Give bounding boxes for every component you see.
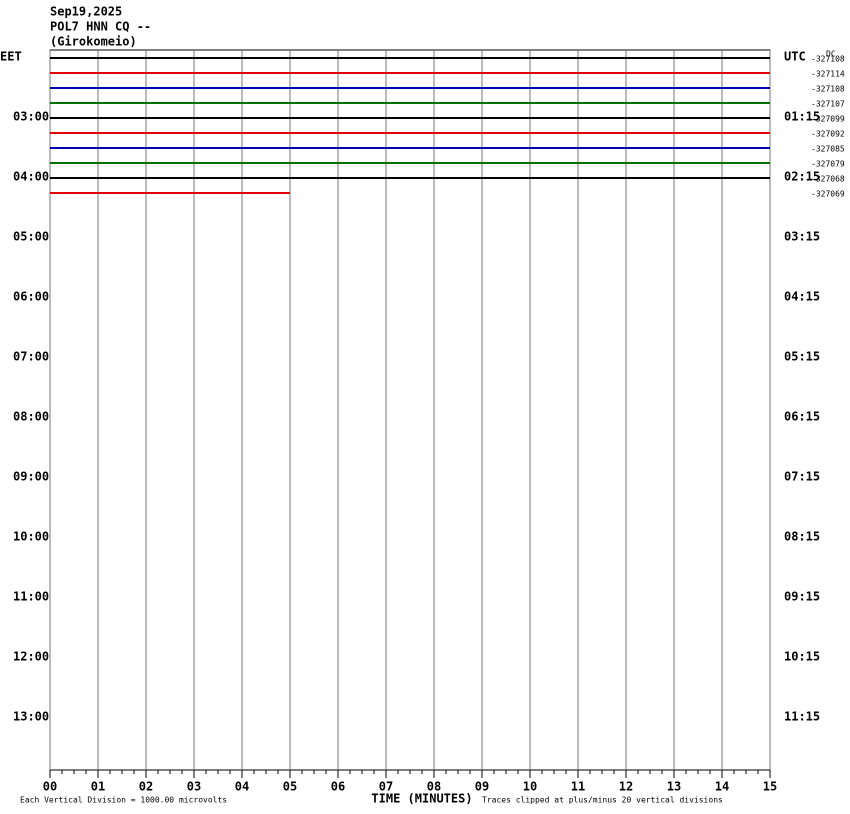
row-label: 10:15 (784, 650, 820, 664)
row-label: 08:00 (13, 410, 49, 424)
title-line: Sep19,2025 (50, 5, 122, 19)
note: Each Vertical Division = 1000.00 microvo… (20, 796, 227, 805)
row-label: 04:00 (13, 170, 49, 184)
trace-offset: -327068 (811, 175, 845, 184)
trace-offset: -327099 (811, 115, 845, 124)
row-label: 12:00 (13, 650, 49, 664)
row-label: 04:15 (784, 290, 820, 304)
trace-offset: -327069 (811, 190, 845, 199)
title-line: POL7 HNN CQ -- (50, 20, 151, 34)
x-tick-label: 03 (187, 780, 201, 794)
x-tick-label: 05 (283, 780, 297, 794)
row-label: EET (0, 50, 22, 64)
x-tick-label: 13 (667, 780, 681, 794)
title-line: (Girokomeio) (50, 35, 137, 49)
row-label: 03:00 (13, 110, 49, 124)
row-label: 09:00 (13, 470, 49, 484)
x-tick-label: 06 (331, 780, 345, 794)
row-label: UTC (784, 50, 806, 64)
x-tick-label: 14 (715, 780, 729, 794)
x-tick-label: 01 (91, 780, 105, 794)
row-label: 13:00 (13, 710, 49, 724)
x-tick-label: 02 (139, 780, 153, 794)
plot-frame (49, 49, 771, 771)
x-tick-label: 15 (763, 780, 777, 794)
trace-offset: -327085 (811, 145, 845, 154)
row-label: 03:15 (784, 230, 820, 244)
trace-offset: -327114 (811, 70, 845, 79)
note: Traces clipped at plus/minus 20 vertical… (482, 796, 723, 805)
row-label: 02:15 (784, 170, 820, 184)
row-label: 09:15 (784, 590, 820, 604)
row-label: 05:00 (13, 230, 49, 244)
row-label: 11:00 (13, 590, 49, 604)
x-tick-label: 00 (43, 780, 57, 794)
row-label: 10:00 (13, 530, 49, 544)
row-label: 11:15 (784, 710, 820, 724)
x-tick-label: 04 (235, 780, 249, 794)
row-label: 07:00 (13, 350, 49, 364)
x-tick-label: 09 (475, 780, 489, 794)
x-axis-label: TIME (MINUTES) (371, 792, 472, 806)
row-label: 08:15 (784, 530, 820, 544)
x-tick-label: 11 (571, 780, 585, 794)
corner-label: DC (826, 50, 836, 59)
trace-offset: -327079 (811, 160, 845, 169)
row-label: 06:00 (13, 290, 49, 304)
trace-offset: -327108 (811, 55, 845, 64)
trace-offset: -327108 (811, 85, 845, 94)
trace-offset: -327092 (811, 130, 845, 139)
x-tick-label: 10 (523, 780, 537, 794)
row-label: 05:15 (784, 350, 820, 364)
x-tick-label: 07 (379, 780, 393, 794)
row-label: 07:15 (784, 470, 820, 484)
x-tick-label: 12 (619, 780, 633, 794)
trace-offset: -327107 (811, 100, 845, 109)
row-label: 06:15 (784, 410, 820, 424)
x-tick-label: 08 (427, 780, 441, 794)
row-label: 01:15 (784, 110, 820, 124)
